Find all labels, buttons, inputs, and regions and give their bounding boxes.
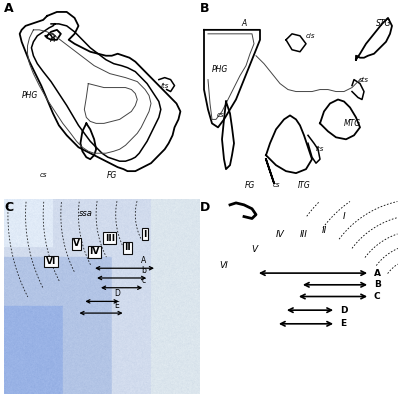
Text: B: B — [374, 280, 381, 289]
Text: I: I — [144, 230, 147, 239]
Text: cis: cis — [305, 33, 315, 39]
Text: E: E — [340, 319, 346, 328]
Text: A: A — [141, 256, 146, 265]
Text: cs: cs — [40, 172, 47, 178]
Text: C: C — [374, 292, 381, 301]
Text: H: H — [50, 35, 56, 44]
Text: III: III — [105, 234, 115, 242]
Text: II: II — [321, 226, 327, 235]
Text: STG: STG — [376, 20, 392, 28]
Text: VI: VI — [46, 257, 56, 266]
Text: sts: sts — [359, 76, 369, 83]
Text: E: E — [114, 301, 118, 310]
Text: B: B — [200, 2, 210, 15]
Text: V: V — [251, 245, 257, 254]
Text: FG: FG — [107, 171, 117, 179]
Text: IV: IV — [276, 230, 284, 239]
Text: D: D — [200, 201, 210, 214]
Text: b: b — [141, 266, 146, 275]
Text: IV: IV — [89, 247, 99, 256]
Text: III: III — [300, 230, 308, 239]
Text: I: I — [343, 212, 345, 221]
Text: ITG: ITG — [298, 181, 310, 189]
Text: A: A — [374, 269, 381, 278]
Text: D: D — [114, 289, 120, 298]
Text: ssa: ssa — [79, 209, 93, 218]
Text: cs: cs — [216, 112, 224, 119]
Text: C: C — [4, 201, 13, 214]
Text: II: II — [124, 243, 131, 252]
Text: A: A — [4, 2, 14, 15]
Text: FG: FG — [245, 181, 255, 189]
Text: D: D — [340, 306, 348, 315]
Text: V: V — [73, 239, 80, 248]
Text: VI: VI — [220, 261, 228, 270]
Text: PHG: PHG — [212, 65, 228, 74]
Text: MTG: MTG — [344, 119, 360, 128]
Text: its: its — [160, 82, 169, 89]
Text: c: c — [141, 276, 145, 285]
Text: cs: cs — [272, 182, 280, 188]
Text: A: A — [241, 20, 247, 28]
Text: its: its — [316, 146, 324, 152]
Text: PHG: PHG — [21, 91, 38, 100]
